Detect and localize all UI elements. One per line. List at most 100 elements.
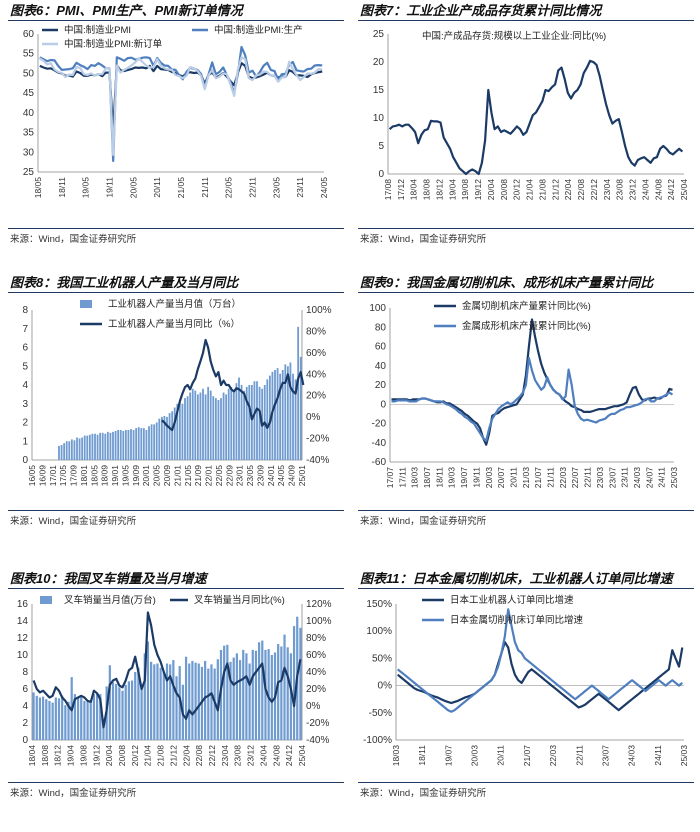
bar (32, 692, 35, 740)
x-tick-label: 18/05 (33, 177, 43, 199)
x-tick-label: 16/05 (27, 465, 37, 487)
bar (96, 694, 99, 740)
y-tick-label: 0% (378, 681, 393, 692)
bar (60, 445, 63, 460)
bar (61, 695, 64, 740)
y-tick-label: 60 (375, 342, 387, 353)
x-tick-label: 21/01 (172, 465, 182, 487)
bar (270, 655, 273, 740)
bar (134, 672, 137, 740)
y-tick-label: 12 (17, 633, 29, 644)
bar (258, 642, 261, 740)
bar (264, 649, 267, 740)
x-tick-label: 18/12 (53, 745, 63, 767)
chart-plot: 25 30 35 40 45 50 55 60 18/05 18/11 19/05 19/11 20/0… (23, 24, 329, 199)
y2-tick-label: 60% (306, 348, 326, 359)
bar (108, 665, 111, 740)
chart-panel-7: 图表7：工业企业产成品存货累计同比情况 0 5 10 15 20 25 17/08 17/12… (352, 0, 698, 264)
x-tick-label: 18/04 (27, 745, 37, 767)
y2-tick-label: 60% (306, 650, 326, 661)
x-tick-label: 20/05 (152, 465, 162, 487)
x-tick-label: 24/09 (287, 465, 297, 487)
y-tick-label: 8 (22, 667, 28, 678)
bar (118, 687, 121, 740)
x-tick-label: 23/05 (245, 465, 255, 487)
bar (58, 445, 60, 460)
y-tick-label: 15 (373, 85, 385, 96)
title-rule (358, 20, 694, 21)
bar (171, 411, 174, 460)
y-tick-label: 8 (22, 305, 28, 316)
bar (245, 653, 248, 740)
x-tick-label: 24/08 (271, 745, 281, 767)
x-tick-label: 22/07 (570, 467, 580, 489)
x-tick-label: 19/12 (473, 179, 483, 201)
x-tick-label: 22/05 (224, 177, 234, 199)
bar (238, 660, 242, 740)
bar (86, 701, 89, 740)
bar (243, 390, 246, 460)
series-line (388, 59, 684, 176)
chart-plot: -100% -50% 0% 50% 100% 150% 18/03 18/11 19/07 20/… (363, 594, 689, 766)
bar (207, 668, 210, 740)
bar (76, 437, 78, 460)
bar (216, 659, 219, 740)
x-tick-label: 25/01 (297, 465, 307, 487)
chart-title: 图表10：我国叉车销量及当月增速 (10, 571, 207, 586)
bar (191, 388, 194, 460)
y-tick-label: 100% (366, 626, 392, 637)
y2-tick-label: -40% (306, 735, 329, 746)
x-tick-label: 20/12 (130, 745, 140, 767)
x-tick-label: 22/11 (574, 745, 584, 766)
x-tick-label: 24/12 (284, 745, 294, 767)
bar (181, 403, 184, 460)
x-tick-label: 18/04 (409, 179, 419, 201)
x-tick-label: 21/03 (521, 467, 531, 489)
x-tick-label: 19/05 (120, 465, 130, 487)
x-tick-label: 20/09 (162, 465, 172, 487)
x-tick-label: 21/12 (168, 745, 178, 767)
x-tick-label: 24/05 (276, 465, 286, 487)
series-line (39, 56, 323, 157)
y-tick-label: 2 (22, 718, 28, 729)
y2-tick-label: 40% (306, 667, 326, 678)
bar (114, 430, 117, 460)
bar (102, 719, 105, 740)
bar (106, 431, 109, 460)
source-note: 来源：Wind，国金证券研究所 (10, 234, 137, 245)
x-tick-label: 23/11 (620, 467, 630, 488)
y2-tick-label: 100% (306, 305, 332, 316)
x-tick-label: 23/12 (246, 745, 256, 767)
bar (78, 438, 81, 460)
bar (245, 386, 248, 460)
chart-plot: 0 5 10 15 20 25 17/08 17/12 18/04 18/08 18/12 19/04… (373, 29, 689, 201)
bar (132, 430, 135, 460)
bar (65, 441, 68, 460)
x-tick-label: 24/08 (653, 179, 663, 201)
bar (176, 403, 179, 460)
x-tick-label: 21/11 (200, 177, 210, 198)
x-tick-label: 22/09 (224, 465, 234, 487)
y-tick-label: 55 (23, 49, 35, 60)
x-tick-label: 23/04 (220, 745, 230, 767)
bar (156, 663, 159, 740)
y-tick-label: 3 (22, 399, 28, 410)
x-tick-label: 23/11 (295, 177, 305, 198)
x-tick-label: 17/12 (396, 179, 406, 201)
bar (42, 696, 45, 740)
source-note: 来源：Wind，国金证券研究所 (10, 516, 137, 527)
y-tick-label: -100% (363, 735, 392, 746)
x-tick-label: 18/12 (434, 179, 444, 201)
x-tick-label: 22/08 (576, 179, 586, 201)
y-tick-label: 25 (23, 167, 35, 178)
legend-swatch (40, 596, 52, 604)
bar (166, 416, 168, 460)
bar (202, 388, 204, 460)
bar (235, 383, 238, 460)
bar (186, 396, 189, 460)
bar (268, 375, 271, 460)
y-tick-label: 16 (17, 599, 29, 610)
legend-label: 工业机器人产量当月值（万台） (108, 298, 241, 310)
y2-tick-label: 0% (306, 701, 321, 712)
x-tick-label: 18/05 (89, 465, 99, 487)
